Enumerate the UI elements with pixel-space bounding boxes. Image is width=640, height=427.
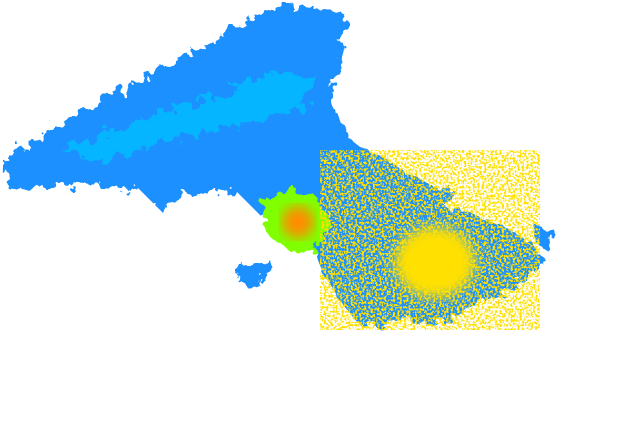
moderate-precip-core <box>60 70 320 160</box>
heavy-cores <box>282 206 475 297</box>
